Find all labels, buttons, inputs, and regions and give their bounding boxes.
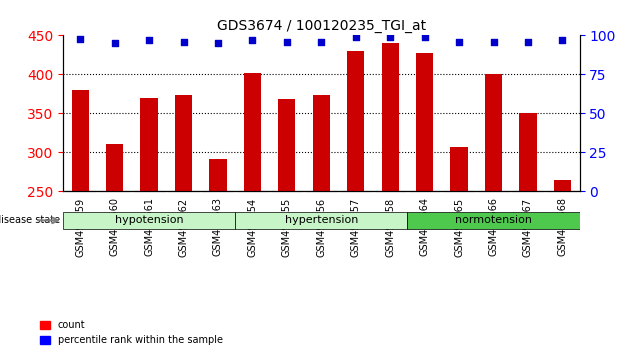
Bar [140,98,158,354]
Point [248,37,258,43]
FancyBboxPatch shape [63,212,235,229]
Point [282,39,292,45]
Bar [450,147,467,354]
Text: normotension: normotension [455,215,532,225]
Point [488,39,498,45]
Title: GDS3674 / 100120235_TGI_at: GDS3674 / 100120235_TGI_at [217,19,426,33]
FancyBboxPatch shape [235,212,408,229]
Bar [175,95,192,354]
Bar [519,113,537,354]
Text: hypertension: hypertension [285,215,358,225]
Legend: count, percentile rank within the sample: count, percentile rank within the sample [37,316,227,349]
Point [523,39,533,45]
Point [420,34,430,40]
Point [385,34,395,40]
Point [213,40,223,46]
Text: disease state: disease state [0,215,63,225]
Point [75,36,85,41]
Bar [554,180,571,354]
Point [110,40,120,46]
Bar [244,73,261,354]
Bar [485,74,502,354]
Bar [312,95,330,354]
Point [454,39,464,45]
Point [558,37,568,43]
Bar [209,159,227,354]
Point [178,39,188,45]
Bar [347,51,364,354]
Text: hypotension: hypotension [115,215,183,225]
Point [316,39,326,45]
Bar [382,43,399,354]
Bar [278,99,295,354]
Bar [106,144,123,354]
Bar [72,90,89,354]
Point [144,37,154,43]
Point [351,34,361,40]
FancyBboxPatch shape [408,212,580,229]
Bar [416,52,433,354]
